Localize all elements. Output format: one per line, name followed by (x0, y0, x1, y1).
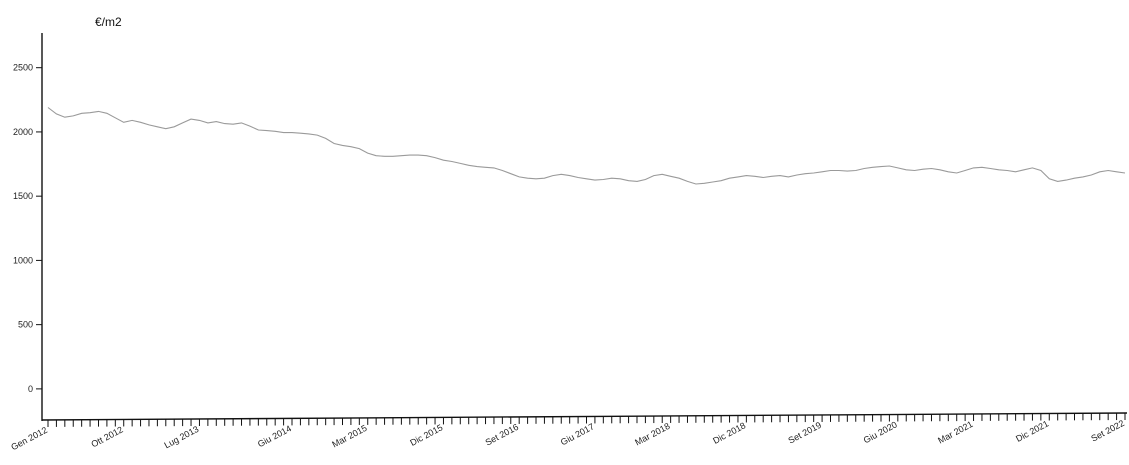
x-tick-label: Set 2019 (787, 420, 824, 446)
x-tick-label: Dic 2015 (408, 422, 444, 448)
x-tick-label: Giu 2014 (256, 423, 293, 449)
x-tick-label: Lug 2013 (163, 424, 201, 450)
y-tick-label: 1000 (13, 255, 33, 265)
x-tick-label: Gen 2012 (9, 425, 49, 452)
x-tick-label: Set 2016 (484, 422, 521, 448)
y-tick-label: 2500 (13, 63, 33, 73)
y-tick-label: 500 (18, 320, 33, 330)
x-tick-label: Giu 2020 (862, 419, 899, 445)
x-tick-label: Giu 2017 (559, 421, 596, 447)
y-unit-label: €/m2 (95, 15, 122, 29)
y-tick-label: 0 (28, 384, 33, 394)
x-axis (41, 412, 1128, 421)
y-ticks: 0 500 1000 1500 2000 2500 (13, 63, 42, 394)
x-tick-label: Ott 2012 (89, 424, 124, 449)
x-tick-label: Set 2022 (1089, 418, 1126, 444)
x-tick-label: Mar 2015 (330, 423, 368, 450)
series-line (47, 107, 1126, 185)
x-tick-label: Dic 2021 (1014, 418, 1050, 444)
y-tick-label: 2000 (13, 127, 33, 137)
y-tick-label: 1500 (13, 191, 33, 201)
x-tick-label: Mar 2021 (936, 419, 974, 446)
x-tick-label: Dic 2018 (711, 420, 747, 446)
x-tick-label: Mar 2018 (633, 421, 671, 448)
